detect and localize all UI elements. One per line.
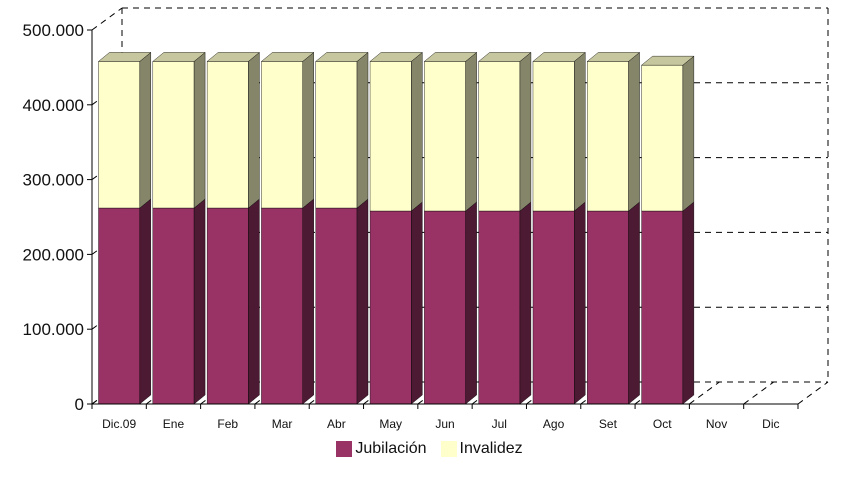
bar-side-invalidez-Abr — [356, 51, 369, 209]
bar-side-invalidez-Mar — [302, 51, 314, 209]
x-tick-label: Set — [599, 417, 618, 431]
y-tick-label: 100.000 — [23, 320, 84, 339]
x-tick-label: Mar — [272, 417, 293, 431]
bar-jubilacion-Jun — [424, 210, 466, 405]
legend-item-jubilacion: Jubilación — [336, 440, 427, 458]
bar-top-Abr — [315, 52, 369, 62]
bar-side-jubilacion-Feb — [248, 198, 260, 405]
bar-top-Feb — [206, 52, 260, 62]
bar-invalidez-Oct — [641, 64, 684, 212]
bar-side-invalidez-May — [411, 51, 423, 212]
bar-invalidez-Mar — [261, 61, 303, 209]
bar-invalidez-Dic.09 — [98, 61, 140, 209]
x-tick-label: Ene — [163, 417, 185, 431]
bar-side-jubilacion-Abr — [356, 198, 369, 405]
bar-top-Ene — [152, 52, 206, 62]
bar-side-invalidez-Dic.09 — [139, 51, 151, 209]
bar-jubilacion-Abr — [315, 207, 358, 405]
y-tick-label: 400.000 — [23, 96, 84, 115]
bar-top-Set — [586, 52, 641, 62]
floor-divider — [743, 381, 774, 405]
x-tick-label: Ago — [543, 417, 565, 431]
bar-side-jubilacion-Mar — [302, 198, 314, 405]
y-tick-label: 300.000 — [23, 171, 84, 190]
x-tick-label: Nov — [706, 417, 727, 431]
floor-divider — [797, 381, 829, 405]
gridline-side — [91, 7, 123, 31]
bar-invalidez-Jul — [478, 61, 521, 212]
x-tick-label: Oct — [653, 417, 672, 431]
bar-top-Oct — [641, 55, 695, 66]
bar-side-jubilacion-Oct — [682, 201, 695, 405]
legend-swatch-jubilacion — [336, 441, 353, 457]
x-tick-label: May — [379, 417, 402, 431]
bar-invalidez-May — [369, 61, 412, 212]
bar-side-invalidez-Set — [628, 51, 640, 212]
y-tick-label: 500.000 — [23, 21, 84, 40]
bar-side-invalidez-Jul — [519, 51, 532, 212]
x-tick-label: Dic — [762, 417, 779, 431]
bar-invalidez-Ago — [532, 61, 575, 212]
bar-jubilacion-Jul — [478, 210, 521, 405]
bar-side-invalidez-Feb — [248, 51, 260, 209]
bar-invalidez-Set — [587, 61, 629, 212]
bar-side-invalidez-Jun — [465, 51, 477, 212]
legend-label-invalidez: Invalidez — [459, 440, 523, 457]
bar-side-invalidez-Ago — [574, 51, 586, 212]
x-tick-label: Abr — [327, 417, 346, 431]
legend-label-jubilacion: Jubilación — [355, 440, 427, 457]
x-tick-label: Jul — [492, 417, 507, 431]
bar-jubilacion-Ago — [532, 210, 575, 405]
bar-side-jubilacion-Ago — [574, 201, 586, 405]
bar-side-jubilacion-Ene — [193, 198, 206, 405]
bar-top-Mar — [260, 52, 315, 62]
x-tick-label: Feb — [217, 417, 238, 431]
bar-side-jubilacion-May — [411, 201, 423, 405]
bar-jubilacion-Ene — [152, 207, 195, 405]
legend: Jubilación Invalidez — [0, 440, 859, 458]
bar-top-May — [369, 52, 423, 62]
bar-side-jubilacion-Jun — [465, 201, 477, 405]
legend-swatch-invalidez — [440, 441, 457, 457]
y-tick-label: 200.000 — [23, 245, 84, 264]
bar-side-invalidez-Ene — [193, 51, 206, 209]
bar-side-jubilacion-Jul — [519, 201, 532, 405]
bar-top-Jun — [423, 52, 478, 62]
bar-invalidez-Abr — [315, 61, 358, 209]
bar-jubilacion-Mar — [261, 207, 303, 405]
bar-top-Ago — [532, 52, 586, 62]
bar-top-Dic.09 — [97, 52, 152, 62]
x-tick-label: Jun — [435, 417, 454, 431]
bar-jubilacion-Set — [587, 210, 629, 405]
bar-invalidez-Jun — [424, 61, 466, 212]
x-tick-label: Dic.09 — [102, 417, 136, 431]
y-tick-label: 0 — [75, 395, 84, 414]
bar-jubilacion-Oct — [641, 210, 684, 405]
bar-jubilacion-Dic.09 — [98, 207, 140, 405]
bar-jubilacion-Feb — [206, 207, 249, 405]
legend-item-invalidez: Invalidez — [440, 440, 523, 458]
bar-invalidez-Ene — [152, 61, 195, 209]
bar-side-jubilacion-Set — [628, 201, 640, 405]
bar-side-invalidez-Oct — [682, 55, 695, 212]
bar-invalidez-Feb — [206, 61, 249, 209]
bar-top-Jul — [478, 52, 532, 62]
bar-jubilacion-May — [369, 210, 412, 405]
bar-side-jubilacion-Dic.09 — [139, 198, 151, 405]
